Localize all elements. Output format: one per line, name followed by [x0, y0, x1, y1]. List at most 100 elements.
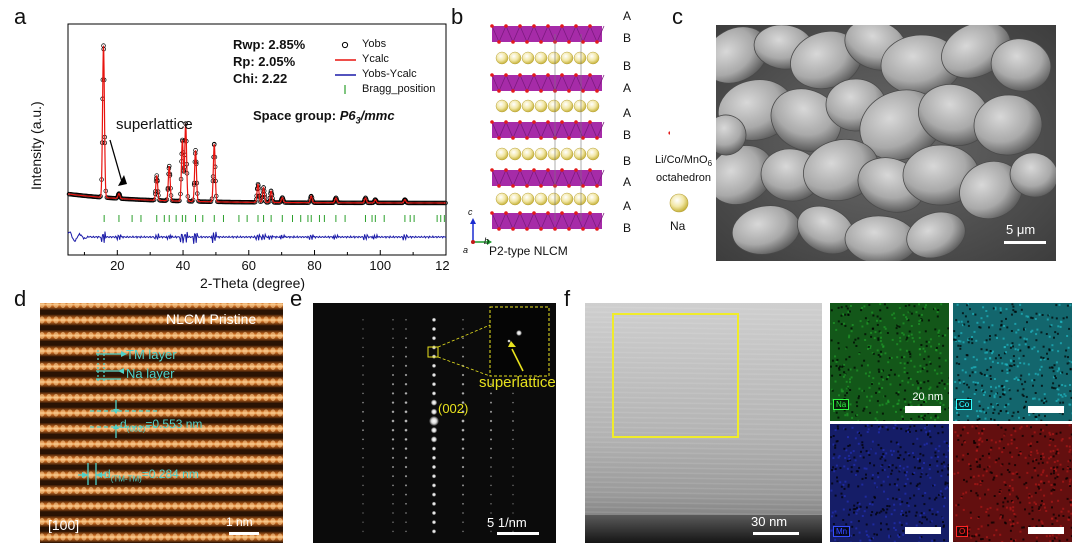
eds-map-co: Co — [953, 303, 1072, 421]
diffraction-spot — [512, 392, 514, 395]
diffraction-spot — [430, 408, 438, 415]
diffraction-spot — [461, 355, 465, 358]
eds-maps: Na 20 nm Co Mn O — [830, 303, 1073, 543]
diffraction-spot — [431, 483, 437, 488]
panel-label-e: e — [290, 286, 303, 311]
diffraction-spot — [405, 530, 407, 533]
oxygen-atom — [560, 168, 564, 172]
oxygen-atom — [532, 168, 536, 172]
oxygen-atom — [546, 168, 550, 172]
na-atom — [508, 147, 522, 161]
oxygen-atom — [546, 24, 550, 28]
oxygen-atom — [560, 120, 564, 124]
eds-element-label: Na — [833, 399, 850, 410]
diffraction-spot — [431, 336, 437, 341]
na-atom — [547, 192, 561, 206]
diffraction-spot — [391, 493, 395, 496]
diffraction-spot — [391, 475, 395, 478]
eds-element-label: Mn — [833, 526, 851, 537]
diffraction-spot — [362, 337, 364, 340]
oxygen-atom — [581, 184, 585, 188]
oxygen-atom — [504, 120, 508, 124]
diffraction-spot — [404, 346, 408, 349]
diffraction-spot — [391, 392, 395, 395]
eds-map-o: O — [953, 424, 1072, 542]
diffraction-spot — [431, 510, 437, 516]
diffraction-spot — [405, 318, 407, 321]
x-tick-label: 80 — [307, 258, 321, 273]
diffraction-spot — [489, 438, 493, 441]
oxygen-atom — [595, 136, 599, 140]
na-atom — [586, 51, 600, 65]
oxygen-atom — [567, 136, 571, 140]
stacking-label: B — [623, 221, 631, 235]
diffraction-spot — [404, 400, 408, 405]
superlattice-annotation: superlattice — [116, 116, 193, 133]
diffraction-spot — [362, 328, 364, 330]
diffraction-spot — [489, 447, 493, 450]
x-tick-label: 120 — [435, 258, 450, 273]
diffraction-spot — [431, 455, 437, 460]
na-atom — [560, 51, 574, 65]
diffraction-spot — [391, 346, 395, 349]
diffraction-spot — [361, 429, 365, 432]
diffraction-spot — [404, 484, 408, 487]
haadf-scale-bar — [229, 532, 259, 535]
diffraction-spot — [490, 521, 492, 524]
stacking-label: B — [623, 154, 631, 168]
dtm-label: d(TM-TM)=0.284 nm — [104, 467, 199, 484]
diffraction-spot — [512, 401, 514, 404]
panel-label-b: b — [451, 4, 464, 29]
diffraction-spot — [404, 410, 408, 414]
legend-yobs-ycalc: Yobs-Ycalc — [362, 68, 417, 80]
diffraction-spot — [362, 383, 364, 386]
diffraction-spot — [392, 328, 394, 330]
na-layer-label: Na layer — [126, 366, 175, 381]
diffraction-spot — [490, 484, 492, 487]
sem-particle — [990, 38, 1052, 92]
sem-particle — [1009, 152, 1056, 198]
saed-scale-bar — [497, 532, 539, 535]
diffraction-spot — [391, 382, 395, 386]
diffraction-spot — [461, 484, 465, 487]
na-atom — [534, 192, 548, 206]
oxygen-atom — [511, 89, 515, 93]
diffraction-spot — [391, 410, 395, 414]
oxygen-atom — [518, 73, 522, 77]
oxygen-atom — [532, 120, 536, 124]
axis-c-label: c — [468, 207, 473, 217]
diffraction-spot — [461, 346, 465, 349]
na-atom — [547, 147, 561, 161]
na-atom — [547, 99, 561, 113]
diffraction-spot — [392, 530, 394, 533]
diffraction-spot — [461, 511, 465, 515]
oxygen-atom — [539, 89, 543, 93]
diffraction-spot — [404, 337, 408, 340]
diffraction-spot — [391, 401, 395, 405]
diffraction-spot — [511, 419, 515, 423]
sem-image: 5 μm — [716, 25, 1056, 261]
diffraction-spot — [461, 493, 465, 496]
diffraction-spot — [404, 437, 408, 442]
saed-image: (002) superlattice 5 1/nm — [313, 303, 556, 543]
haadf-image: NLCM Pristine TM layer Na layer d(002)=0… — [40, 303, 283, 543]
stat-rp: Rp: 2.05% — [233, 54, 296, 69]
superlattice-arrow — [109, 139, 123, 183]
diffraction-spot — [431, 363, 437, 368]
legend-ycalc: Ycalc — [362, 53, 389, 65]
diffraction-spot — [461, 419, 465, 423]
oxygen-atom — [539, 40, 543, 44]
stacking-label: A — [623, 106, 631, 120]
saed-superlattice-label: superlattice — [479, 374, 556, 391]
panel-label-a: a — [14, 4, 27, 29]
na-atom — [547, 51, 561, 65]
oxygen-atom — [490, 211, 494, 215]
series-yobs-ycalc — [67, 231, 447, 244]
diffraction-spot — [461, 447, 465, 451]
diffraction-spot — [461, 428, 465, 432]
zone-axis-label: [100] — [48, 517, 80, 533]
oxygen-atom — [490, 120, 494, 124]
octahedron-legend-label: Li/Co/MnO6 octahedron — [655, 154, 713, 185]
oxygen-atom — [588, 24, 592, 28]
diffraction-spot — [391, 355, 395, 358]
